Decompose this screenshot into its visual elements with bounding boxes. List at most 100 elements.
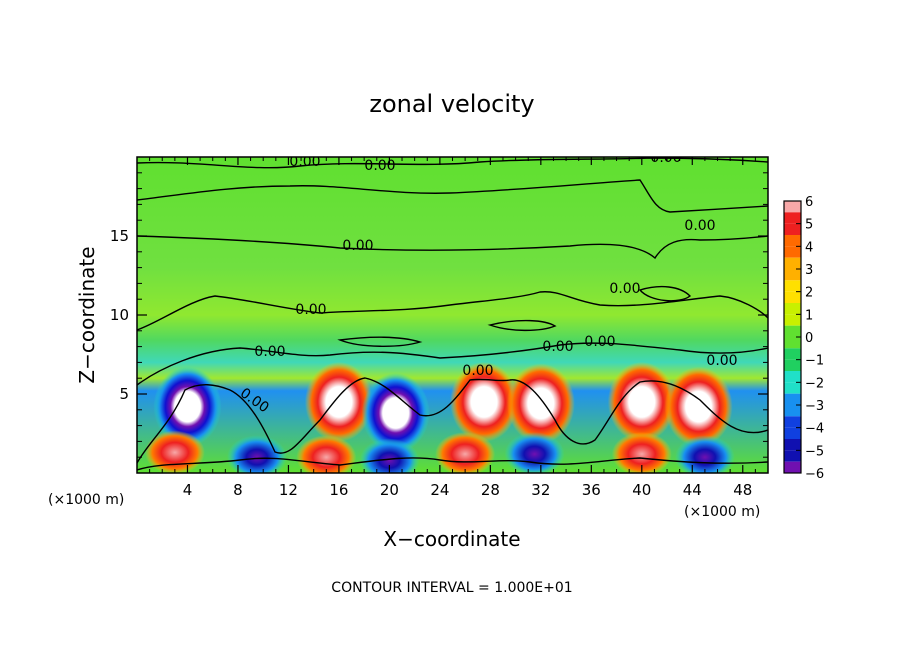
x-tick-label: 8 (233, 481, 243, 499)
contour-line (137, 291, 768, 331)
plot-area: 0.00 0.00 0.00 0.00 0.00 0.00 0.00 0.00 0.00 0.00… (136, 150, 769, 474)
colorbar-segment (784, 212, 801, 224)
svg-text:0.00: 0.00 (254, 344, 285, 360)
x-tick-label: 16 (329, 481, 348, 499)
colorbar-segment (784, 303, 801, 315)
contour-label: 0.00 (650, 150, 681, 166)
colorbar-segment (784, 337, 801, 349)
colorbar-segment (784, 371, 801, 383)
contour-label: 0.00 (609, 281, 640, 297)
velocity-cell (506, 363, 575, 444)
y-tick-label: 5 (119, 385, 129, 403)
x-tick-label: 20 (380, 481, 399, 499)
colorbar-segment (784, 235, 801, 247)
velocity-cell (304, 361, 373, 442)
velocity-cell (296, 435, 357, 473)
contour-label: 0.00 (342, 238, 373, 254)
colorbar-segment (784, 223, 801, 235)
velocity-cell (611, 432, 672, 473)
velocity-cell (504, 432, 565, 473)
colorbar-segment (784, 348, 801, 360)
x-tick-label: 44 (683, 481, 702, 499)
colorbar-segment (784, 427, 801, 439)
colorbar-tick-label: −5 (805, 444, 824, 459)
contour-label: 0.00 (584, 334, 615, 350)
svg-text:0.00: 0.00 (650, 150, 681, 166)
contour-line (137, 179, 768, 213)
colorbar-segment (784, 382, 801, 394)
contour-line (337, 336, 423, 347)
contour-line (137, 235, 768, 260)
x-tick-label: 24 (430, 481, 449, 499)
colorbar-segment (784, 201, 801, 213)
svg-text:0.00: 0.00 (542, 339, 573, 355)
contour-line (487, 319, 557, 332)
colorbar-tick-label: 6 (805, 195, 813, 210)
chart-title: zonal velocity (369, 90, 534, 118)
colorbar-tick-label: 5 (805, 218, 813, 233)
x-unit-label-right: (×1000 m) (684, 504, 760, 520)
contour-label: 0.00 (706, 353, 737, 369)
contour-line (137, 377, 768, 464)
colorbar-tick-label: −6 (805, 467, 824, 482)
contour-label: 0.00 (462, 363, 493, 379)
svg-text:0.00: 0.00 (684, 218, 715, 234)
x-tick-label: 4 (183, 481, 193, 499)
contour-label: 0.00 (364, 158, 395, 174)
velocity-cell (359, 438, 420, 473)
svg-text:0.00: 0.00 (462, 363, 493, 379)
y-tick-label: 15 (110, 227, 129, 245)
colorbar-tick-label: −4 (805, 422, 824, 437)
colorbar-tick-label: −2 (805, 376, 824, 391)
velocity-cell (450, 361, 519, 442)
contour-line (638, 285, 692, 302)
x-unit-label-left: (×1000 m) (48, 492, 124, 508)
x-axis-title: X−coordinate (383, 527, 520, 551)
colorbar-segment (784, 325, 801, 337)
colorbar-segment (784, 257, 801, 269)
colorbar-tick-label: 1 (805, 308, 813, 323)
svg-text:0.00: 0.00 (342, 238, 373, 254)
svg-text:0.00: 0.00 (364, 158, 395, 174)
contour-label: 0.00 (542, 339, 573, 355)
velocity-cell (435, 432, 496, 473)
velocity-cell (144, 430, 205, 473)
colorbar-tick-label: 2 (805, 286, 813, 301)
colorbar-tick-label: −1 (805, 354, 824, 369)
y-axis-title: Z−coordinate (75, 246, 99, 383)
colorbar-segment (784, 439, 801, 451)
colorbar-segment (784, 405, 801, 417)
colorbar-segment (784, 416, 801, 428)
x-tick-label: 12 (279, 481, 298, 499)
colorbar-segment (784, 450, 801, 462)
contour-line (137, 342, 768, 386)
colorbar: 6 5 4 3 2 1 0 −1 −2 −3 −4 −5 −6 (783, 195, 824, 482)
colorbar-segment (784, 246, 801, 258)
x-tick-label: 48 (733, 481, 752, 499)
colorbar-tick-label: −3 (805, 399, 824, 414)
svg-text:0.00: 0.00 (584, 334, 615, 350)
colorbar-segment (784, 291, 801, 303)
contour-line (137, 157, 768, 169)
svg-text:0.00: 0.00 (609, 281, 640, 297)
svg-text:0.00: 0.00 (706, 353, 737, 369)
contour-label: 0.00 (289, 154, 320, 170)
colorbar-tick-label: 0 (805, 331, 813, 346)
contour-label: 0.00 (684, 218, 715, 234)
velocity-cell (664, 366, 733, 447)
contour-interval-text: CONTOUR INTERVAL = 1.000E+01 (331, 580, 572, 596)
svg-text:0.00: 0.00 (295, 302, 326, 318)
contour-label: 0.00 (254, 344, 285, 360)
x-tick-label: 32 (531, 481, 550, 499)
colorbar-tick-label: 3 (805, 263, 813, 278)
colorbar-tick-label: 4 (805, 240, 813, 255)
colorbar-segment (784, 461, 801, 473)
contour-line (137, 457, 768, 471)
svg-text:0.00: 0.00 (289, 154, 320, 170)
x-tick-label: 36 (582, 481, 601, 499)
x-tick-label: 40 (632, 481, 651, 499)
x-tick-label: 28 (481, 481, 500, 499)
colorbar-segment (784, 359, 801, 371)
